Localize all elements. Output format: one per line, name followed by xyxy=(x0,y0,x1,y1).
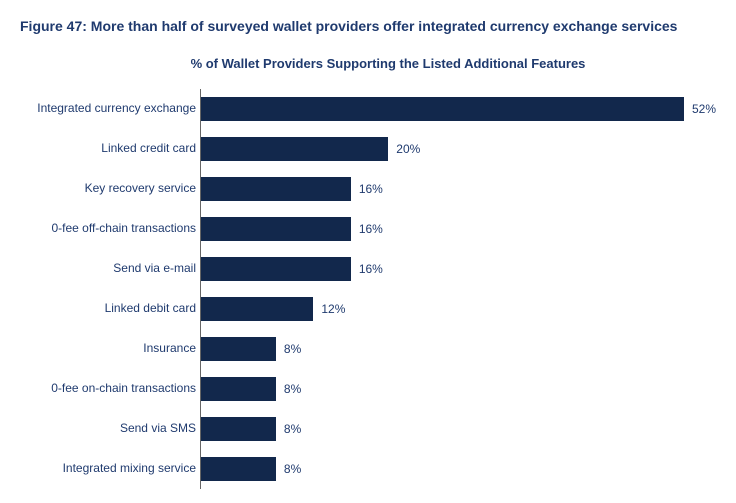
category-label: 0-fee off-chain transactions xyxy=(20,222,200,235)
value-label: 16% xyxy=(359,222,383,236)
bar-chart: Integrated currency exchange 52% Linked cr… xyxy=(20,89,716,489)
bar-area: 8% xyxy=(200,369,716,409)
bar-area: 8% xyxy=(200,329,716,369)
value-label: 8% xyxy=(284,422,301,436)
bar-row: Integrated mixing service 8% xyxy=(20,449,716,489)
bar-row: 0-fee on-chain transactions 8% xyxy=(20,369,716,409)
category-label: Key recovery service xyxy=(20,182,200,195)
bar-row: Send via SMS 8% xyxy=(20,409,716,449)
bar-row: Send via e-mail 16% xyxy=(20,249,716,289)
value-label: 8% xyxy=(284,342,301,356)
value-label: 16% xyxy=(359,182,383,196)
category-label: Integrated mixing service xyxy=(20,462,200,475)
category-label: Send via e-mail xyxy=(20,262,200,275)
bar-area: 20% xyxy=(200,129,716,169)
value-label: 12% xyxy=(321,302,345,316)
category-label: Integrated currency exchange xyxy=(20,102,200,115)
bar xyxy=(201,97,684,121)
category-label: Linked credit card xyxy=(20,142,200,155)
bar-row: 0-fee off-chain transactions 16% xyxy=(20,209,716,249)
bar-row: Linked debit card 12% xyxy=(20,289,716,329)
bar xyxy=(201,177,351,201)
bar-row: Insurance 8% xyxy=(20,329,716,369)
bar-row: Linked credit card 20% xyxy=(20,129,716,169)
bar xyxy=(201,297,313,321)
category-label: Send via SMS xyxy=(20,422,200,435)
bar xyxy=(201,217,351,241)
bar xyxy=(201,377,276,401)
bar-area: 16% xyxy=(200,249,716,289)
bar xyxy=(201,337,276,361)
bar-area: 16% xyxy=(200,209,716,249)
value-label: 16% xyxy=(359,262,383,276)
bar-area: 12% xyxy=(200,289,716,329)
category-label: Insurance xyxy=(20,342,200,355)
category-label: Linked debit card xyxy=(20,302,200,315)
bar xyxy=(201,457,276,481)
category-label: 0-fee on-chain transactions xyxy=(20,382,200,395)
chart-title: % of Wallet Providers Supporting the Lis… xyxy=(60,56,716,71)
bar xyxy=(201,137,388,161)
bar-row: Key recovery service 16% xyxy=(20,169,716,209)
bar-area: 8% xyxy=(200,409,716,449)
value-label: 20% xyxy=(396,142,420,156)
bar xyxy=(201,257,351,281)
value-label: 52% xyxy=(692,102,716,116)
bar-area: 8% xyxy=(200,449,716,489)
value-label: 8% xyxy=(284,462,301,476)
value-label: 8% xyxy=(284,382,301,396)
bar-row: Integrated currency exchange 52% xyxy=(20,89,716,129)
bar-area: 52% xyxy=(200,89,716,129)
bar xyxy=(201,417,276,441)
figure-title: Figure 47: More than half of surveyed wa… xyxy=(20,18,716,34)
bar-area: 16% xyxy=(200,169,716,209)
